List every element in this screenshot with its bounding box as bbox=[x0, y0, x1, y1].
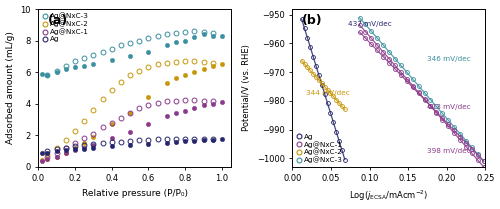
Legend: Ag, Ag@NxC-1, Ag@NxC-2, Ag@NxC-3: Ag, Ag@NxC-1, Ag@NxC-2, Ag@NxC-3 bbox=[294, 132, 344, 165]
Y-axis label: Potential/V (vs. RHE): Potential/V (vs. RHE) bbox=[242, 45, 251, 131]
X-axis label: Relative pressure (P/P₀): Relative pressure (P/P₀) bbox=[82, 189, 188, 198]
Text: 346 mV/dec: 346 mV/dec bbox=[428, 56, 471, 62]
Text: 437 mV/dec: 437 mV/dec bbox=[348, 21, 392, 27]
Legend: Ag@NxC-3, Ag@NxC-2, Ag@NxC-1, Ag: Ag@NxC-3, Ag@NxC-2, Ag@NxC-1, Ag bbox=[40, 11, 90, 44]
X-axis label: Log($j_{\mathrm{ECSA}}$/mAcm$^{-2}$): Log($j_{\mathrm{ECSA}}$/mAcm$^{-2}$) bbox=[349, 189, 428, 203]
Text: (b): (b) bbox=[302, 14, 322, 27]
Text: 398 mV/dec: 398 mV/dec bbox=[428, 148, 471, 153]
Text: (a): (a) bbox=[48, 14, 68, 27]
Text: 423 mV/dec: 423 mV/dec bbox=[428, 104, 471, 111]
Text: 344 mV/dec: 344 mV/dec bbox=[306, 90, 350, 96]
Y-axis label: Adsorbed amount (mL/g): Adsorbed amount (mL/g) bbox=[6, 32, 15, 144]
